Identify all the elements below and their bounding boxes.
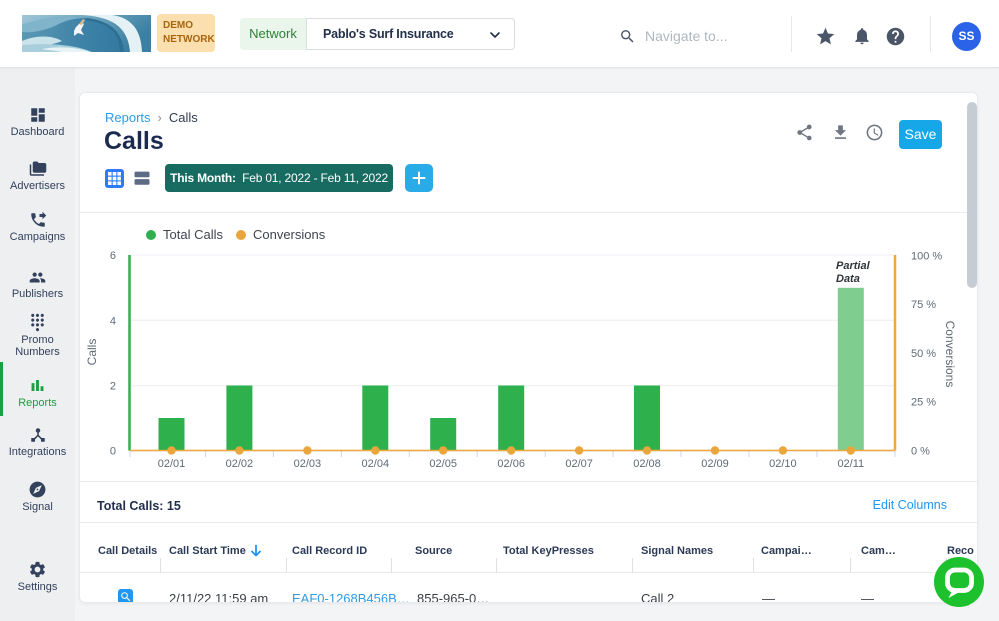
svg-text:02/07: 02/07: [565, 458, 593, 470]
svg-text:02/04: 02/04: [362, 458, 390, 470]
svg-text:02/11: 02/11: [837, 458, 864, 470]
svg-text:02/06: 02/06: [497, 458, 525, 470]
svg-text:4: 4: [110, 315, 116, 327]
svg-text:Partial: Partial: [836, 260, 871, 272]
svg-text:6: 6: [110, 250, 116, 262]
svg-text:02/10: 02/10: [769, 458, 797, 470]
svg-text:02/03: 02/03: [294, 458, 322, 470]
svg-text:50 %: 50 %: [911, 348, 936, 360]
svg-text:2: 2: [110, 381, 116, 393]
svg-text:Calls: Calls: [85, 339, 99, 366]
svg-text:Data: Data: [836, 273, 860, 285]
svg-text:Conversions: Conversions: [943, 321, 957, 388]
svg-text:0: 0: [110, 446, 116, 458]
svg-text:100 %: 100 %: [911, 250, 942, 262]
svg-text:02/01: 02/01: [158, 458, 186, 470]
svg-text:02/02: 02/02: [226, 458, 254, 470]
svg-text:02/08: 02/08: [633, 458, 661, 470]
svg-text:02/09: 02/09: [701, 458, 729, 470]
svg-text:75 %: 75 %: [911, 299, 936, 311]
svg-text:25 %: 25 %: [911, 397, 936, 409]
svg-text:02/05: 02/05: [429, 458, 457, 470]
svg-text:0 %: 0 %: [911, 446, 930, 458]
